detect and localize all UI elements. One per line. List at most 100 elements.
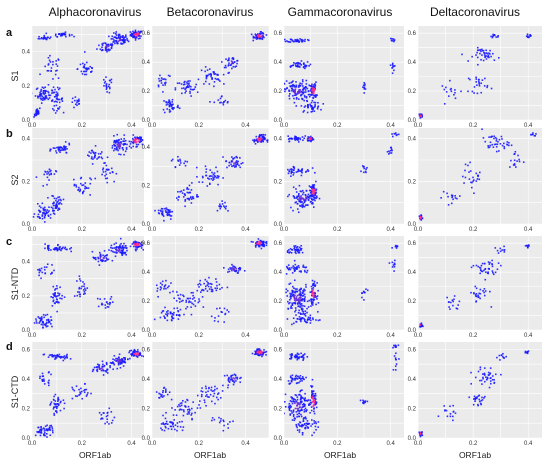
scatter-point xyxy=(48,206,50,208)
scatter-point xyxy=(297,61,299,64)
scatter-point xyxy=(156,287,159,290)
scatter-point xyxy=(233,269,236,272)
scatter-point xyxy=(102,374,105,376)
scatter-point xyxy=(126,39,129,42)
scatter-point xyxy=(302,290,305,293)
scatter-point xyxy=(303,403,306,406)
scatter-point xyxy=(45,323,47,325)
scatter-point xyxy=(127,40,130,43)
scatter-point xyxy=(305,86,307,89)
scatter-point xyxy=(295,296,298,298)
scatter-point xyxy=(294,302,297,305)
scatter-point xyxy=(52,355,54,358)
scatter-point xyxy=(53,406,55,409)
scatter-point xyxy=(160,427,162,430)
x-tick-label: 0.0 xyxy=(148,123,157,129)
scatter-point xyxy=(44,214,46,216)
scatter-point xyxy=(200,395,203,398)
scatter-point xyxy=(299,302,301,305)
scatter-point xyxy=(299,409,301,412)
scatter-point xyxy=(227,271,229,273)
scatter-point xyxy=(364,291,366,294)
scatter-point xyxy=(313,407,316,409)
scatter-point xyxy=(213,172,216,174)
scatter-point xyxy=(449,79,451,82)
x-tick-label: 0.0 xyxy=(28,227,37,233)
scatter-point xyxy=(40,36,43,39)
scatter-point xyxy=(296,93,299,95)
scatter-point xyxy=(288,140,291,143)
scatter-point xyxy=(166,314,169,316)
scatter-point xyxy=(101,173,103,176)
scatter-point xyxy=(168,100,171,103)
scatter-point xyxy=(178,82,181,84)
scatter-point xyxy=(312,396,314,399)
scatter-point xyxy=(37,37,40,40)
scatter-point xyxy=(133,36,136,38)
scatter-point xyxy=(178,421,181,423)
scatter-point xyxy=(302,92,305,95)
scatter-point xyxy=(306,318,309,321)
scatter-point xyxy=(289,301,291,304)
scatter-point xyxy=(199,279,202,282)
scatter-point xyxy=(132,139,135,142)
scatter-point xyxy=(47,246,49,249)
scatter-point xyxy=(105,83,108,85)
scatter-point xyxy=(55,296,57,298)
scatter-point xyxy=(165,420,168,423)
scatter-point xyxy=(312,398,315,400)
scatter-point xyxy=(112,171,114,174)
scatter-point xyxy=(313,401,315,403)
y-tick-label: 0.0 xyxy=(22,436,31,442)
scatter-point xyxy=(186,187,189,189)
scatter-point xyxy=(232,65,235,68)
scatter-point xyxy=(55,285,58,287)
scatter-point xyxy=(116,249,118,251)
y-tick-label: 0.2 xyxy=(274,299,283,305)
scatter-point xyxy=(499,142,502,145)
scatter-point xyxy=(137,139,140,141)
scatter-point xyxy=(262,138,265,141)
scatter-point xyxy=(314,403,317,406)
scatter-point xyxy=(309,104,312,107)
scatter-point xyxy=(292,90,295,93)
scatter-point xyxy=(178,314,181,317)
scatter-point xyxy=(296,426,298,429)
scatter-point xyxy=(297,170,300,172)
scatter-point xyxy=(154,209,156,212)
scatter-point xyxy=(38,271,41,274)
scatter-point xyxy=(213,178,215,180)
y-tick-label: 0.4 xyxy=(274,270,283,276)
scatter-point xyxy=(132,141,135,143)
scatter-point xyxy=(51,355,53,358)
scatter-point xyxy=(47,214,50,217)
scatter-point xyxy=(122,140,124,142)
scatter-point xyxy=(443,405,446,407)
scatter-point xyxy=(291,402,294,405)
scatter-point xyxy=(307,169,309,171)
scatter-point xyxy=(103,85,105,87)
scatter-point xyxy=(500,354,503,356)
scatter-point xyxy=(129,31,132,33)
scatter-point xyxy=(51,353,53,356)
scatter-point xyxy=(84,185,86,188)
y-tick-label: 0.2 xyxy=(142,184,151,190)
scatter-point xyxy=(307,90,310,93)
scatter-point xyxy=(479,292,482,295)
scatter-point xyxy=(301,193,304,196)
scatter-point xyxy=(258,139,260,142)
scatter-point xyxy=(84,388,86,391)
scatter-point xyxy=(299,89,301,92)
scatter-point xyxy=(47,90,49,93)
scatter-point xyxy=(290,377,293,379)
scatter-point xyxy=(494,143,497,146)
scatter-point xyxy=(62,359,65,362)
scatter-point xyxy=(103,82,106,84)
scatter-point xyxy=(293,295,296,298)
scatter-point xyxy=(306,138,309,140)
scatter-point xyxy=(300,401,302,404)
scatter-point xyxy=(119,237,122,240)
scatter-point xyxy=(53,105,56,107)
scatter-point xyxy=(137,351,139,353)
scatter-point xyxy=(123,37,125,39)
